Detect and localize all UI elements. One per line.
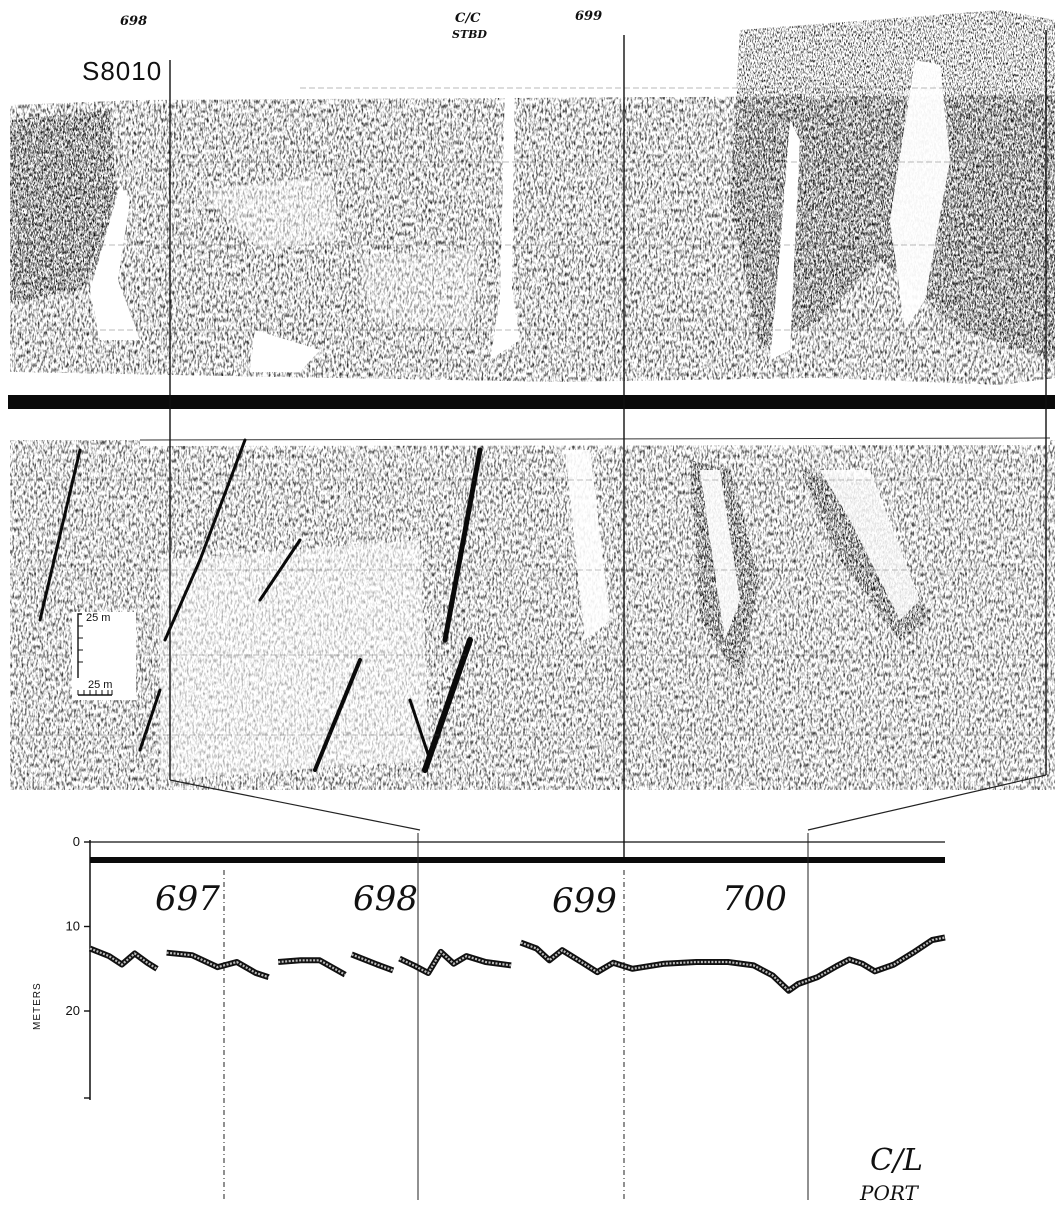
connector-lines — [169, 774, 1047, 831]
depth-trace-segment — [398, 948, 512, 976]
datum-bar — [90, 857, 945, 863]
lower-channel — [10, 435, 1055, 790]
side-note: PORT — [859, 1181, 920, 1205]
fix-number-697: 697 — [155, 879, 220, 919]
depth-trace-segment — [88, 945, 159, 972]
depth-trace-core — [89, 947, 158, 970]
fix-number-698: 698 — [353, 879, 418, 919]
scale-bar-vertical: 25 m — [72, 612, 136, 680]
scale-bar-horizontal: 25 m — [72, 679, 136, 700]
line-id-label: S8010 — [82, 56, 162, 86]
course-change-note: C/C — [455, 11, 481, 26]
scale-horizontal-label: 25 m — [88, 679, 112, 691]
depth-tick-label: 0 — [73, 834, 80, 849]
fix-mark-lines — [169, 30, 1047, 862]
depth-trace-core — [278, 959, 346, 976]
depth-tick-label: 10 — [66, 919, 80, 934]
depth-trace-core — [166, 951, 270, 979]
depth-axis-title: METERS — [32, 982, 43, 1030]
track-bar — [8, 395, 1055, 409]
depth-tick-label: 20 — [66, 1003, 80, 1018]
depth-trace-segment — [166, 949, 270, 981]
centerline-note: C/L — [870, 1143, 923, 1178]
profile-fix-lines — [223, 833, 809, 1200]
depth-trace-core — [520, 936, 946, 993]
depth-trace-core — [399, 950, 512, 975]
depth-trace-segment — [277, 957, 347, 978]
scale-vertical-label: 25 m — [86, 612, 110, 624]
upper-channel — [10, 10, 1055, 390]
depth-profile: 0 10 20 METERS 697 698 699 700 C/L PORT — [32, 833, 946, 1205]
top-fix-mark-699: 699 — [575, 9, 602, 24]
top-fix-mark-698: 698 — [120, 14, 147, 29]
course-change-side: STBD — [452, 28, 487, 41]
fix-number-699: 699 — [552, 881, 617, 921]
depth-trace-segment — [519, 934, 946, 994]
depth-trace-core — [351, 953, 394, 972]
depth-trace — [88, 934, 946, 994]
fix-number-700: 700 — [722, 879, 787, 919]
